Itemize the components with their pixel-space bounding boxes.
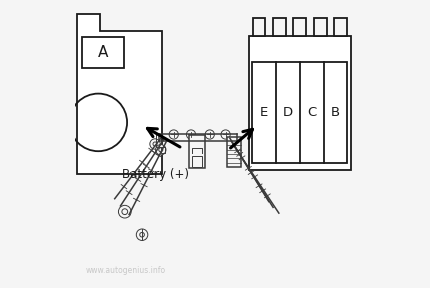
Bar	[248, 36, 350, 170]
Text: A: A	[98, 45, 108, 60]
Polygon shape	[77, 14, 161, 174]
Bar	[81, 37, 124, 68]
Text: www.autogenius.info: www.autogenius.info	[86, 266, 166, 275]
Circle shape	[186, 130, 195, 139]
Bar	[293, 18, 305, 36]
Text: E: E	[260, 106, 268, 119]
Circle shape	[122, 209, 127, 215]
Circle shape	[169, 130, 178, 139]
Bar	[252, 18, 264, 36]
Bar	[334, 18, 346, 36]
Bar	[252, 62, 347, 163]
Circle shape	[150, 139, 160, 149]
Circle shape	[155, 145, 166, 155]
Circle shape	[158, 148, 163, 152]
Text: B: B	[330, 106, 339, 119]
Circle shape	[205, 130, 214, 139]
Text: D: D	[282, 106, 292, 119]
Circle shape	[118, 205, 131, 218]
Circle shape	[153, 142, 157, 146]
Circle shape	[136, 229, 147, 240]
Bar	[189, 135, 204, 168]
Bar	[227, 137, 240, 167]
Circle shape	[221, 130, 230, 139]
Bar	[191, 156, 202, 167]
Text: C: C	[307, 106, 316, 119]
Bar	[272, 18, 285, 36]
Text: Battery (+): Battery (+)	[122, 168, 188, 181]
Bar	[313, 18, 326, 36]
Circle shape	[139, 232, 144, 237]
